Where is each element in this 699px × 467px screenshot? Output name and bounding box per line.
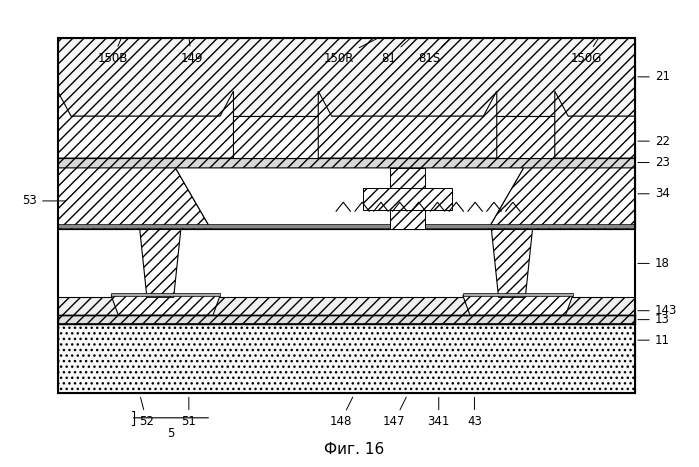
Polygon shape [57,91,233,158]
Polygon shape [140,229,181,297]
Text: 150R: 150R [324,38,378,64]
Bar [57,38,635,393]
Text: 148: 148 [329,397,353,428]
Text: 23: 23 [638,156,670,169]
Text: 43: 43 [467,397,482,428]
Polygon shape [318,91,497,158]
Text: 53: 53 [22,194,66,207]
Polygon shape [111,296,220,315]
Bar [57,38,635,116]
Bar [463,293,572,296]
Polygon shape [463,296,572,315]
Text: 341: 341 [428,397,450,428]
Text: 149: 149 [180,39,203,64]
Bar [57,315,635,324]
Text: 150B: 150B [98,39,128,64]
Text: 5: 5 [167,427,175,440]
Text: 13: 13 [638,313,670,326]
Text: 143: 143 [638,304,677,317]
Text: 81S: 81S [419,39,450,64]
Text: Фиг. 16: Фиг. 16 [324,442,384,457]
Text: 22: 22 [638,134,670,148]
Bar [57,168,635,229]
Bar [57,158,635,168]
Text: 34: 34 [638,187,670,200]
Text: 51: 51 [182,397,196,428]
Text: 147: 147 [383,397,406,428]
Bar [57,324,635,393]
Bar [57,224,635,228]
Polygon shape [57,168,211,229]
Bar [57,116,635,158]
Bar [389,168,426,229]
Text: 18: 18 [638,257,670,270]
Text: 21: 21 [638,71,670,83]
Bar [111,293,220,296]
Bar [57,297,635,315]
Polygon shape [488,168,635,229]
Text: 52: 52 [140,397,154,428]
Text: 81: 81 [382,39,410,64]
Text: 11: 11 [638,333,670,347]
Text: 150G: 150G [570,39,602,64]
Polygon shape [363,188,452,210]
Polygon shape [175,168,524,229]
Polygon shape [491,229,533,297]
Polygon shape [555,91,635,158]
